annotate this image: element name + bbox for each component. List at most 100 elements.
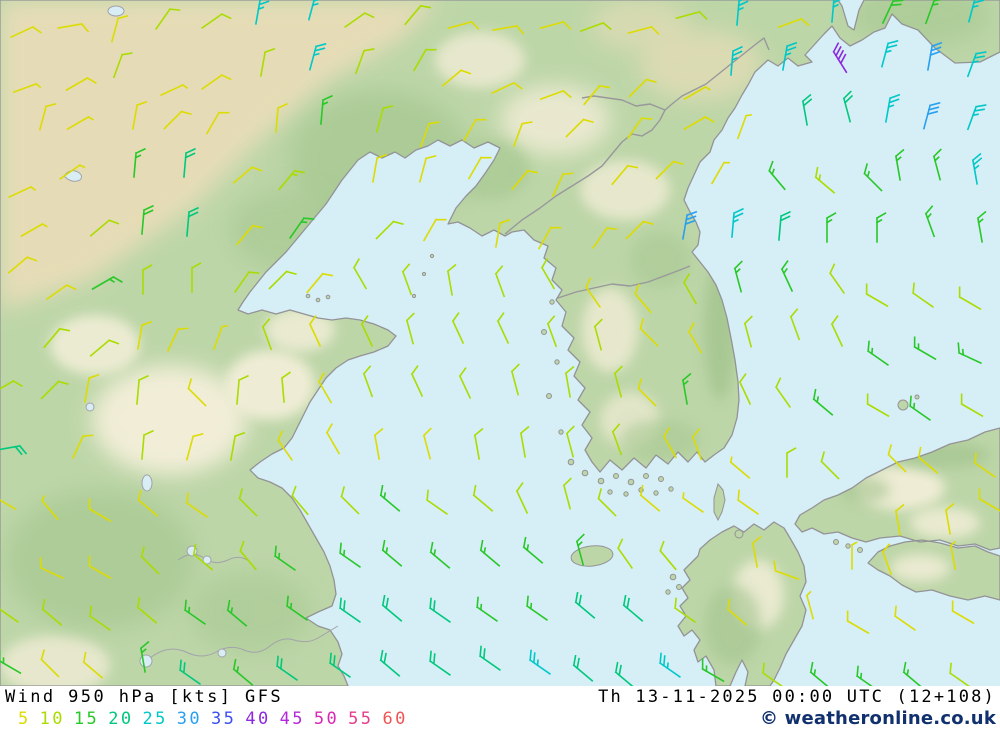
wind-barb — [726, 598, 748, 626]
wind-barb — [909, 395, 931, 421]
wind-barb — [494, 265, 506, 298]
wind-barb — [780, 260, 794, 292]
wind-barb — [186, 492, 208, 518]
wind-barb — [966, 104, 987, 131]
wind-barb — [184, 599, 206, 625]
wind-barb — [83, 373, 100, 403]
wind-barb — [259, 47, 276, 77]
wind-barb — [924, 0, 945, 25]
wind-barb — [539, 20, 572, 30]
wind-barb — [139, 640, 150, 673]
wind-barb — [710, 161, 730, 185]
wind-barb — [340, 486, 360, 515]
wind-barb — [592, 227, 618, 249]
wind-barb — [229, 431, 246, 461]
wind-barb — [881, 0, 904, 24]
wind-barb — [160, 83, 189, 97]
wind-barb — [682, 273, 698, 305]
wind-barb — [625, 220, 654, 240]
wind-barb — [65, 76, 97, 92]
wind-barb — [278, 169, 306, 191]
wind-barb — [875, 212, 887, 243]
wind-barb — [738, 373, 752, 405]
wind-barb — [731, 207, 744, 238]
wind-barb — [932, 148, 942, 181]
wind-barb — [564, 365, 575, 398]
wind-barb — [789, 308, 801, 341]
wind-barb — [89, 339, 120, 357]
wind-barb — [20, 222, 48, 238]
wind-barb — [12, 82, 42, 94]
wind-barb — [137, 489, 159, 517]
wind-barb — [674, 597, 696, 623]
wind-barb — [426, 489, 448, 515]
scale-value: 45 — [279, 709, 305, 729]
wind-barb — [419, 121, 440, 148]
wind-barb — [381, 594, 403, 622]
wind-barb — [183, 147, 196, 178]
wind-barb — [458, 367, 472, 399]
wind-barb — [743, 315, 753, 348]
wind-barb — [683, 85, 711, 101]
wind-barb — [41, 495, 59, 521]
wind-barb — [133, 147, 146, 178]
wind-barb — [166, 327, 189, 352]
scale-value: 55 — [348, 709, 374, 729]
wind-barb — [655, 160, 684, 180]
wind-barb — [850, 541, 858, 570]
wind-barb — [192, 543, 214, 571]
wind-barb — [944, 502, 955, 535]
wind-barb — [373, 427, 384, 460]
wind-barb — [291, 485, 309, 516]
wind-barb — [614, 661, 636, 686]
scale-value: 5 — [18, 709, 31, 729]
wind-barb — [917, 446, 939, 474]
wind-barb — [593, 318, 603, 351]
wind-barb — [867, 340, 889, 366]
wind-barb — [88, 498, 112, 523]
wind-barb — [91, 275, 123, 291]
wind-barbs-layer — [0, 0, 1000, 686]
wind-barb — [38, 102, 57, 131]
wind-barb — [574, 591, 596, 619]
wind-barb — [410, 365, 424, 397]
wind-barb — [701, 658, 725, 683]
wind-barb — [46, 284, 77, 300]
wind-barb — [418, 154, 437, 183]
wind-barb — [562, 477, 572, 510]
wind-barb — [140, 546, 160, 575]
wind-barb — [451, 312, 465, 344]
wind-barb — [681, 210, 698, 240]
wind-barb — [949, 662, 971, 686]
wind-barb — [354, 48, 375, 75]
wind-barb — [529, 649, 551, 675]
wind-barb — [957, 342, 982, 365]
wind-barb — [597, 488, 617, 517]
wind-barb — [960, 393, 984, 418]
wind-barb — [0, 379, 23, 395]
wind-barb — [141, 264, 153, 295]
wind-barb — [894, 148, 905, 181]
wind-barb — [286, 595, 308, 621]
wind-barb — [627, 117, 653, 139]
run-datetime: Th 13-11-2025 00:00 UTC (12+108) — [598, 687, 996, 707]
wind-barb — [768, 160, 786, 191]
wind-barb — [239, 540, 257, 571]
wind-barb — [496, 312, 510, 344]
wind-barb — [894, 605, 916, 631]
wind-barb — [8, 185, 37, 199]
wind-barb — [737, 489, 759, 515]
wind-barb — [57, 22, 90, 33]
wind-barb — [325, 423, 341, 455]
wind-barb — [551, 172, 574, 197]
wind-barb — [0, 650, 22, 675]
wind-barb — [539, 89, 572, 101]
wind-barb — [405, 312, 415, 345]
wind-barb — [89, 219, 120, 237]
wind-barb — [736, 113, 753, 140]
wind-map-canvas — [0, 0, 1000, 686]
wind-barb — [190, 262, 202, 293]
wind-barb — [401, 263, 413, 296]
wind-barb — [276, 655, 298, 681]
wind-barb — [446, 263, 457, 296]
